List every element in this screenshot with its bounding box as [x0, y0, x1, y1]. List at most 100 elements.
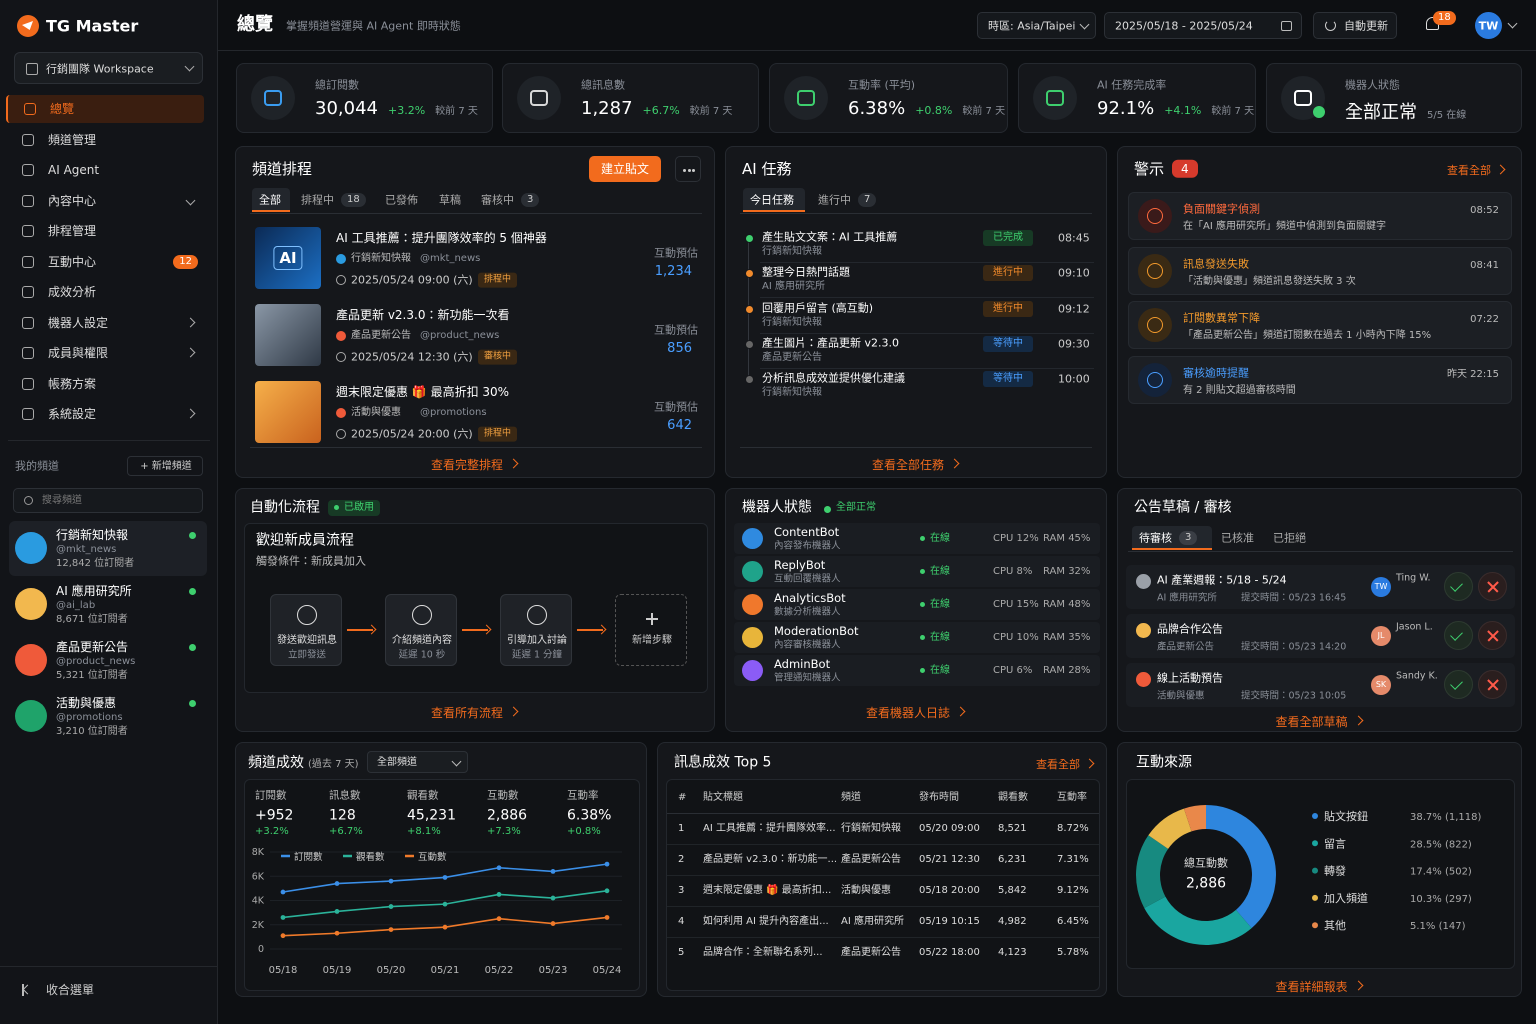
draft-item: 品牌合作公告 產品更新公告 提交時間：05/23 14:20 JL Jason L. [1126, 614, 1515, 658]
channel-filter[interactable]: 全部頻道 [367, 751, 468, 773]
nav-item[interactable]: 成效分析 [6, 278, 204, 306]
create-post-button[interactable]: 建立貼文 [589, 156, 661, 182]
header-border [218, 50, 1536, 51]
chevron [185, 408, 196, 419]
page-subtitle: 掌握頻道營運與 AI Agent 即時狀態 [286, 19, 461, 33]
top-posts-panel: 訊息成效 Top 5 查看全部 # 貼文標題 頻道 發布時間 觀看數 互動率 1 AI 工具推薦：… [657, 742, 1107, 997]
alert-title: 訂閱數異常下降 [1183, 311, 1260, 325]
flow-step[interactable]: 引導加入討論 延遲 1 分鐘 [500, 594, 572, 666]
nav-item[interactable]: AI Agent [6, 156, 204, 184]
task-title: 回覆用戶留言 (高互動) [762, 301, 874, 314]
task-status: 已完成 [983, 230, 1033, 246]
alert-item[interactable]: 負面關鍵字偵測 在「AI 應用研究所」頻道中偵測到負面關鍵字 08:52 [1128, 192, 1512, 240]
user-avatar[interactable]: TW [1475, 12, 1502, 39]
chevron [366, 624, 377, 635]
workspace-select[interactable]: 行銷團隊 Workspace [14, 52, 203, 84]
post-thumbnail: AI [255, 227, 321, 289]
approve-button[interactable] [1444, 670, 1473, 699]
view-all-posts[interactable]: 查看全部 [1036, 756, 1095, 772]
channel-item[interactable]: 行銷新知快報 @mkt_news 12,842 位訂閱者 [9, 521, 207, 576]
auto-refresh-button-label: 自動更新 [1344, 19, 1388, 33]
chevron-wrap [955, 706, 966, 718]
chevron [185, 195, 196, 205]
draft-submitted: 提交時間：05/23 10:05 [1241, 690, 1347, 702]
timeline-dot [745, 234, 754, 243]
channel-search[interactable]: 搜尋頻道 [13, 488, 203, 513]
data-point [388, 878, 394, 884]
legend-value: 10.3% (297) [1410, 894, 1472, 905]
metric-label: 互動預估 [654, 246, 698, 260]
alert-item[interactable]: 訂閱數異常下降 「產品更新公告」頻道訂閱數在過去 1 小時內下降 15% 07:22 [1128, 301, 1512, 349]
collapse-button[interactable]: 收合選單 [14, 978, 134, 1002]
timezone-select[interactable]: 時區: Asia/Taipei [977, 12, 1096, 39]
view-more-link[interactable]: 查看詳細報表 [1118, 977, 1521, 995]
alerts-panel: 警示 4 查看全部 負面關鍵字偵測 在「AI 應用研究所」頻道中偵測到負面關鍵字 08:5… [1117, 146, 1522, 478]
nav-item[interactable]: 頻道管理 [6, 126, 204, 154]
tab[interactable]: 已核准 [1214, 526, 1264, 550]
tab-count: 7 [858, 193, 877, 207]
view-more-link[interactable]: 查看完整排程 [236, 455, 714, 473]
alert-item[interactable]: 審核逾時提醒有 2 則貼文超過審核時間 昨天 22:15 [1128, 355, 1512, 404]
nav-item[interactable]: 帳務方案 [6, 370, 204, 398]
panel-title: 公告草稿 / 審核 [1134, 499, 1232, 516]
channel-item[interactable]: 產品更新公告 @product_news 5,321 位訂閱者 [9, 633, 207, 688]
tab[interactable]: 已拒絕 [1266, 526, 1316, 550]
tab[interactable]: 全部 [252, 188, 290, 212]
nav-item[interactable]: 機器人設定 [6, 309, 204, 337]
tab[interactable]: 排程中 18 [294, 188, 374, 212]
post-channel: 行銷新知快報 [351, 253, 411, 264]
panel-title: 自動化流程 [250, 499, 320, 516]
nav-badge: 12 [173, 254, 198, 269]
panel-title: AI 任務 [742, 160, 792, 178]
approve-button[interactable] [1444, 621, 1473, 650]
tab[interactable]: 待審核 3 [1132, 526, 1212, 550]
reject-button[interactable] [1478, 670, 1507, 699]
legend-label: 觀看數 [356, 851, 385, 863]
kpi-icon-glyph [264, 90, 282, 106]
channel-item[interactable]: AI 應用研究所 @ai_lab 8,671 位訂閱者 [9, 577, 207, 632]
page-title: 總覽 [237, 14, 273, 36]
tab[interactable]: 審核中 3 [474, 188, 554, 212]
nav-item[interactable]: 系統設定 [6, 400, 204, 428]
view-more-link[interactable]: 查看機器人日誌 [726, 703, 1106, 721]
tab[interactable]: 草稿 [432, 188, 470, 212]
nav-icon [24, 103, 36, 115]
view-more-link[interactable]: 查看全部草稿 [1118, 712, 1521, 730]
view-all-alerts[interactable]: 查看全部 [1447, 162, 1506, 178]
x-tick-label: 05/23 [539, 965, 568, 976]
table-cell: 05/21 12:30 [919, 854, 980, 865]
flow-step[interactable]: 介紹頻道內容 延遲 10 秒 [385, 594, 457, 666]
flow-step[interactable]: 發送歡迎訊息 立即發送 [270, 594, 342, 666]
channel-item[interactable]: 活動與優惠 @promotions 3,210 位訂閱者 [9, 689, 207, 744]
approve-button[interactable] [1444, 572, 1473, 601]
flow-trigger: 觸發條件：新成員加入 [256, 554, 366, 568]
nav-item[interactable]: 總覽 [6, 95, 204, 123]
timeline-dot [745, 375, 754, 385]
notification-badge: 18 [1433, 11, 1456, 25]
alert-title: 負面關鍵字偵測 [1183, 202, 1260, 216]
more-button[interactable] [675, 156, 701, 182]
date-range-picker[interactable]: 2025/05/18 - 2025/05/24 [1104, 12, 1302, 39]
add-channel-button[interactable]: + 新增頻道 [127, 456, 203, 476]
step-icon [297, 605, 317, 625]
nav-label: 機器人設定 [48, 315, 109, 330]
nav-item[interactable]: 內容中心 [6, 187, 204, 215]
nav-item[interactable]: 互動中心 12 [6, 248, 204, 276]
add-step-button[interactable]: 新增步驟 [615, 594, 687, 666]
nav-item[interactable]: 排程管理 [6, 217, 204, 245]
legend-value: 38.7% (1,118) [1410, 812, 1481, 823]
post-status: 排程中 [478, 426, 518, 442]
nav-item[interactable]: 成員與權限 [6, 339, 204, 367]
tab[interactable]: 今日任務 [743, 188, 805, 212]
online-dot [189, 644, 196, 651]
alert-item[interactable]: 訊息發送失敗 「活動與優惠」頻道訊息發送失敗 3 次 08:41 [1128, 246, 1512, 295]
reject-button[interactable] [1478, 621, 1507, 650]
view-more-link[interactable]: 查看全部任務 [726, 455, 1106, 473]
kpi-icon [1033, 76, 1077, 120]
view-more-link[interactable]: 查看所有流程 [236, 703, 714, 721]
tab[interactable]: 已發佈 [378, 188, 428, 212]
auto-refresh-button[interactable]: 自動更新 [1313, 12, 1397, 39]
tab[interactable]: 進行中 7 [811, 188, 891, 212]
chevron [1507, 18, 1518, 29]
reject-button[interactable] [1478, 572, 1507, 601]
